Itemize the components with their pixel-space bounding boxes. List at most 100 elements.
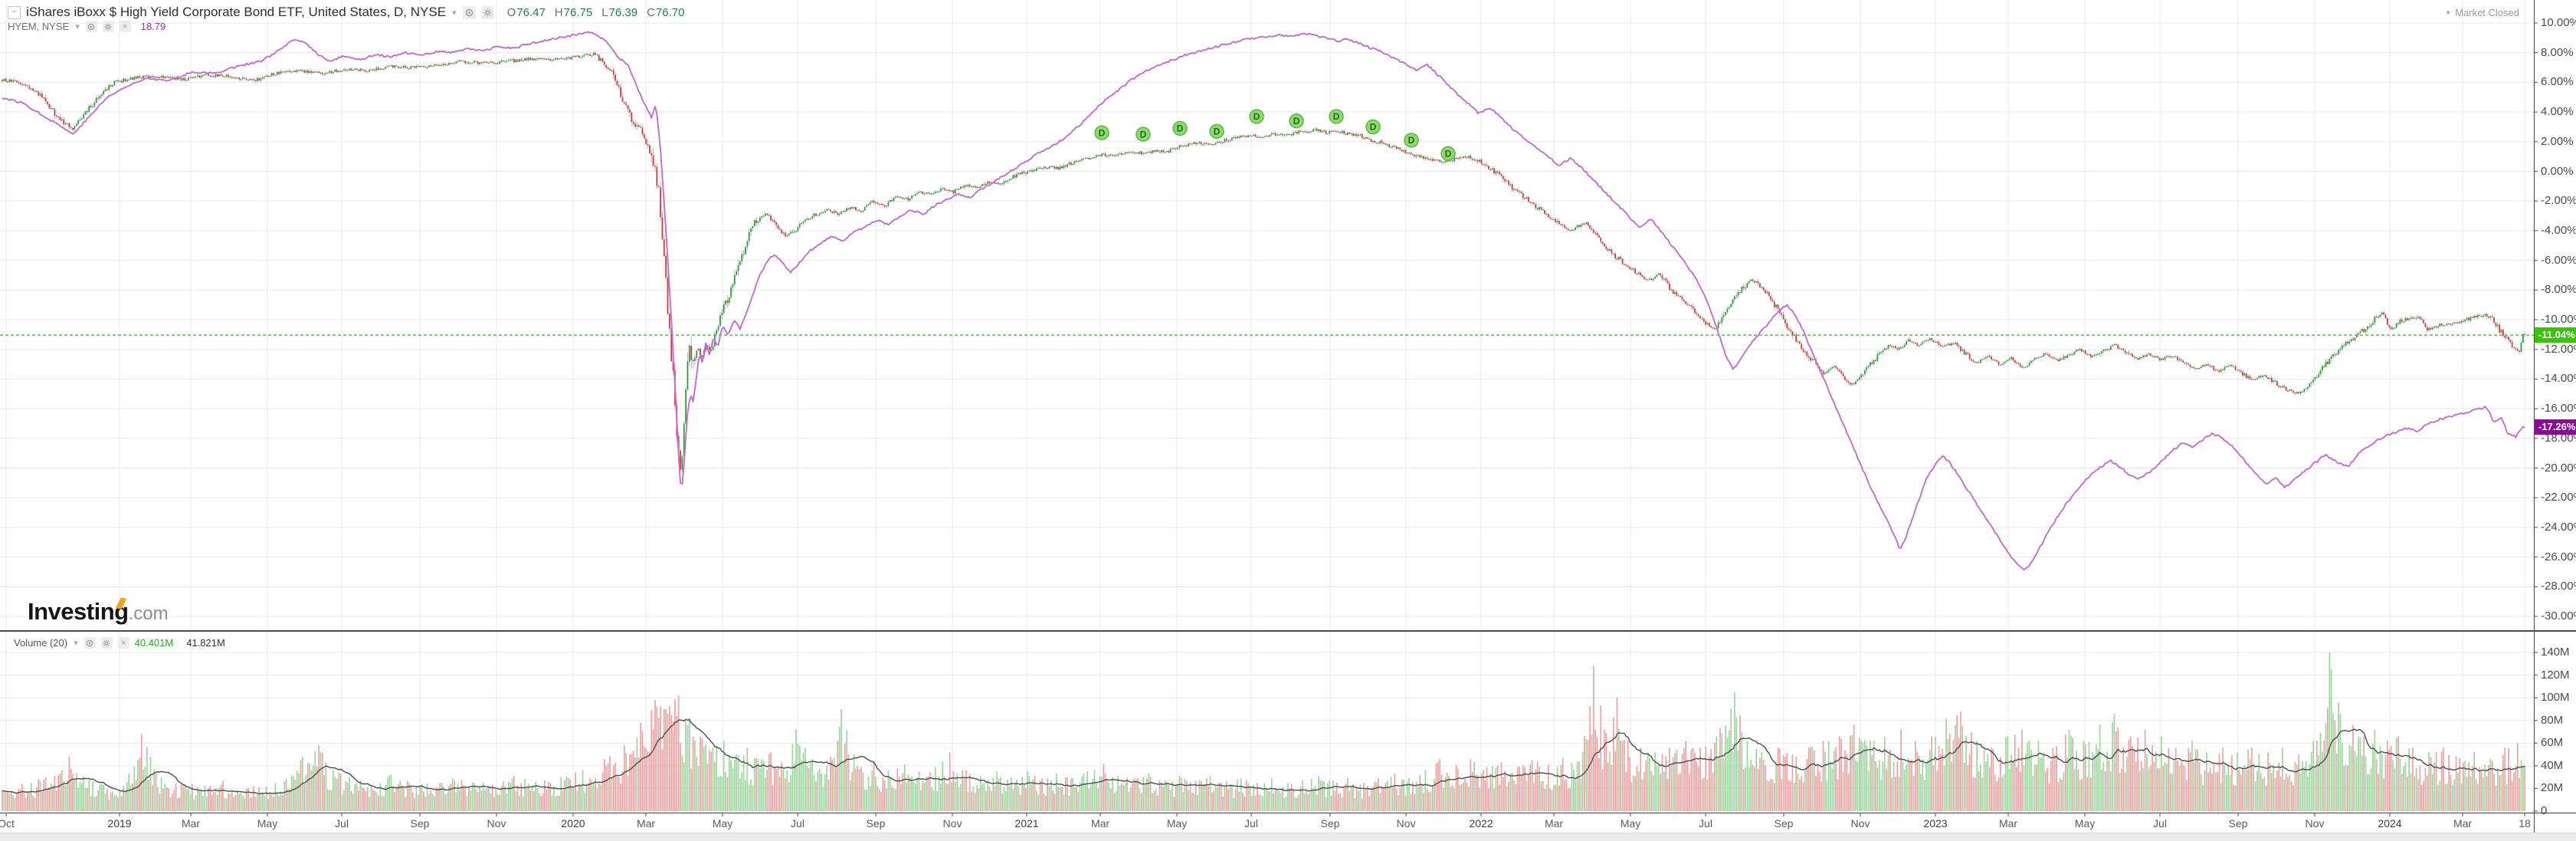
candlestick-wicks	[2, 50, 2525, 473]
svg-text:D: D	[1140, 129, 1147, 140]
bottom-edge-strip	[0, 833, 2576, 841]
close-label: C	[647, 5, 655, 19]
brand-name: Investing	[28, 598, 129, 625]
svg-text:D: D	[1445, 149, 1452, 159]
time-axis-label: Mar	[636, 817, 656, 830]
high-value: 76.75	[563, 5, 593, 19]
gear-icon[interactable]	[100, 637, 113, 649]
time-axis-label: Sep	[410, 817, 430, 830]
eye-icon[interactable]	[462, 5, 476, 19]
eye-icon[interactable]	[85, 21, 97, 32]
eye-icon[interactable]	[84, 637, 96, 649]
volume-axis-label: 40M	[2541, 758, 2564, 772]
volume-indicator-label[interactable]: Volume (20)	[14, 637, 68, 649]
time-axis-label: May	[257, 817, 278, 830]
dividend-markers: D D D D D D D D D D	[1094, 109, 1456, 162]
brand-tld: .com	[128, 603, 169, 624]
price-axis-label: -28.00%	[2541, 580, 2576, 593]
low-value: 76.39	[608, 5, 638, 19]
low-label: L	[601, 5, 608, 19]
time-axis-label: 2020	[561, 817, 585, 830]
gear-icon[interactable]	[102, 21, 114, 32]
time-axis-label: Nov	[2305, 817, 2325, 830]
time-axis-label: Nov	[487, 817, 506, 830]
price-axis-label: -16.00%	[2541, 402, 2576, 416]
time-axis-label: Mar	[1544, 817, 1564, 830]
price-axis-label: -8.00%	[2541, 283, 2576, 297]
gear-icon[interactable]	[480, 5, 494, 19]
time-axis-label: Sep	[1774, 817, 1794, 830]
time-axis-label: Nov	[1396, 817, 1416, 830]
time-axis-label: 2021	[1014, 817, 1039, 830]
time-axis-label: Jul	[1244, 817, 1258, 830]
compare-line-series	[2, 31, 2525, 571]
volume-axis-label: 20M	[2541, 781, 2564, 795]
time-axis-label: 2023	[1923, 817, 1948, 830]
symbol-legend-row: − iShares iBoxx $ High Yield Corporate B…	[8, 5, 684, 20]
close-icon[interactable]: ×	[117, 637, 129, 649]
time-axis-label: Jul	[335, 817, 349, 830]
open-value: 76.47	[516, 5, 546, 19]
price-axis-label: -12.00%	[2541, 342, 2576, 356]
volume-axis-label: 120M	[2541, 668, 2570, 682]
price-axis-label: 8.00%	[2541, 45, 2574, 59]
price-axis-label: -2.00%	[2541, 194, 2576, 208]
time-axis-label: 2022	[1469, 817, 1493, 830]
legend-collapse-icon[interactable]: −	[8, 5, 21, 19]
time-axis-label: Mar	[2453, 817, 2473, 830]
volume-ma-line	[2, 718, 2525, 795]
price-axis-label: -24.00%	[2541, 520, 2576, 534]
svg-text:D: D	[1177, 123, 1184, 134]
open-label: O	[506, 5, 516, 19]
volume-axis-label: 0	[2541, 804, 2548, 817]
time-axis-label: 2019	[107, 817, 132, 830]
time-axis-label: May	[712, 817, 733, 830]
price-axis-label: -30.00%	[2541, 609, 2576, 623]
compare-symbol[interactable]: HYEM, NYSE	[8, 21, 70, 32]
time-axis-label: Nov	[942, 817, 962, 830]
time-axis-label: Sep	[1320, 817, 1340, 830]
time-axis-label: Mar	[1998, 817, 2018, 830]
price-axis-label: 10.00%	[2541, 16, 2576, 29]
chevron-down-icon[interactable]: ▾	[75, 22, 80, 31]
svg-text:D: D	[1254, 111, 1260, 122]
time-axis-label: Jul	[1699, 817, 1712, 830]
time-axis-label: Mar	[181, 817, 201, 830]
time-axis-label: May	[1620, 817, 1641, 830]
price-axis-label: -14.00%	[2541, 372, 2576, 386]
candlestick-series	[2, 53, 2526, 470]
brand-watermark: Investing .com	[28, 597, 169, 626]
svg-text:D: D	[1293, 116, 1300, 126]
chevron-down-icon[interactable]: ▾	[452, 8, 457, 18]
price-axis-label: -26.00%	[2541, 550, 2576, 563]
volume-ma-value: 41.821M	[186, 637, 225, 649]
price-axis-label: -10.00%	[2541, 313, 2576, 326]
time-axis-label: Sep	[866, 817, 886, 830]
high-label: H	[554, 5, 563, 19]
time-axis-label: May	[2074, 817, 2096, 830]
svg-text:D: D	[1333, 111, 1340, 122]
volume-axis-label: 100M	[2541, 691, 2570, 705]
time-axis-label: Oct	[0, 817, 15, 830]
last-price-badge-compare: -17.26%	[2535, 419, 2576, 435]
price-axis-label: 6.00%	[2541, 75, 2574, 89]
price-axis-label: -20.00%	[2541, 461, 2576, 475]
compare-legend-row: HYEM, NYSE ▾ × 18.79	[8, 21, 166, 32]
symbol-title[interactable]: iShares iBoxx $ High Yield Corporate Bon…	[26, 5, 447, 19]
close-icon[interactable]: ×	[119, 21, 131, 32]
price-axis-label: 0.00%	[2541, 164, 2574, 178]
svg-text:D: D	[1408, 135, 1415, 146]
status-dot-icon: ●	[2446, 8, 2451, 17]
close-value: 76.70	[655, 5, 685, 19]
chevron-down-icon[interactable]: ▾	[74, 639, 78, 648]
time-axis-label: 2024	[2378, 817, 2402, 830]
price-axis-label: 2.00%	[2541, 134, 2574, 148]
time-axis-label: Sep	[2228, 817, 2248, 830]
volume-axis-label: 60M	[2541, 736, 2564, 750]
volume-current-value: 40.401M	[134, 637, 174, 649]
price-axis-label: -4.00%	[2541, 223, 2576, 237]
price-axis-label: 4.00%	[2541, 105, 2574, 119]
time-axis-label: May	[1166, 817, 1188, 830]
